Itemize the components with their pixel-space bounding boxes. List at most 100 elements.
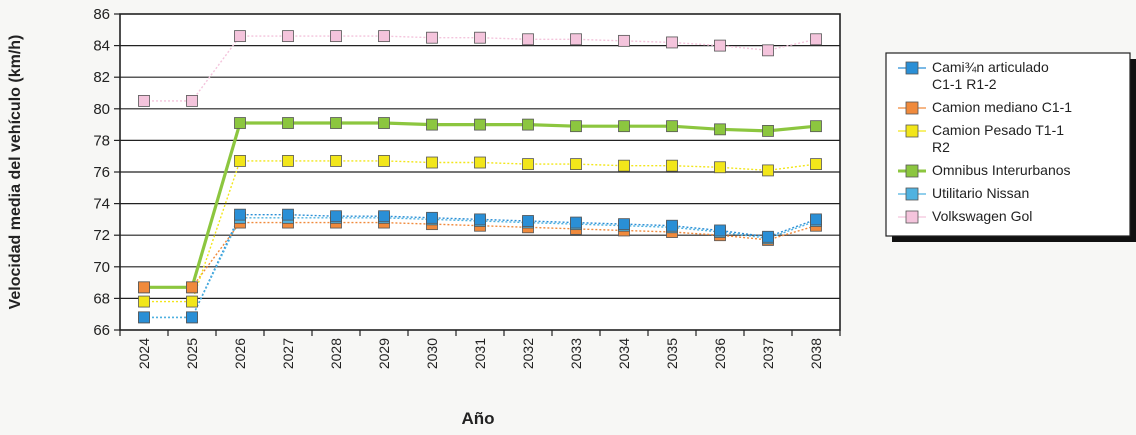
data-point xyxy=(426,118,438,131)
x-tick-label: 2038 xyxy=(808,338,824,369)
x-tick-label: 2031 xyxy=(472,338,488,369)
data-point xyxy=(474,118,486,131)
legend-label: Omnibus Interurbanos xyxy=(932,162,1071,178)
y-tick-label: 78 xyxy=(93,132,110,149)
data-point xyxy=(762,230,774,243)
x-tick-label: 2027 xyxy=(280,338,296,369)
x-tick-label: 2028 xyxy=(328,338,344,369)
x-tick-label: 2032 xyxy=(520,338,536,369)
y-tick-label: 84 xyxy=(93,38,110,55)
data-point xyxy=(234,208,246,221)
data-point xyxy=(810,120,822,133)
data-point xyxy=(378,117,390,129)
legend-label: Utilitario Nissan xyxy=(932,185,1029,201)
data-point xyxy=(666,159,678,172)
x-tick-label: 2034 xyxy=(616,338,632,369)
x-tick-label: 2037 xyxy=(760,338,776,369)
x-tick-label: 2035 xyxy=(664,338,680,369)
data-point xyxy=(186,281,198,294)
x-tick-label: 2026 xyxy=(232,338,248,369)
data-point xyxy=(714,224,726,237)
x-axis-ticks: 2024 2025 2026 2027 2028 2029 2030 2031 2032 2033… xyxy=(119,330,841,369)
data-point xyxy=(234,117,246,129)
x-tick-label: 2036 xyxy=(712,338,728,369)
data-point xyxy=(618,159,630,172)
data-point xyxy=(714,39,726,52)
x-tick-label: 2030 xyxy=(424,338,440,369)
data-point xyxy=(522,158,534,171)
data-point xyxy=(330,30,342,43)
legend-label: Camion Pesado T1-1 xyxy=(932,122,1064,138)
data-point xyxy=(138,95,150,107)
data-point xyxy=(474,213,486,226)
y-tick-label: 86 xyxy=(93,6,110,23)
data-point xyxy=(618,218,630,231)
series-markers xyxy=(138,30,822,324)
data-point xyxy=(810,158,822,171)
data-point xyxy=(570,33,582,46)
legend-label: Camion mediano C1-1 xyxy=(932,99,1072,115)
data-point xyxy=(234,155,246,167)
y-tick-label: 76 xyxy=(93,164,110,181)
data-point xyxy=(522,215,534,227)
data-point xyxy=(474,31,486,44)
data-point xyxy=(714,123,726,136)
data-point xyxy=(474,156,486,169)
data-point xyxy=(762,44,774,57)
data-point xyxy=(330,117,342,129)
legend-swatch xyxy=(905,210,919,224)
data-point xyxy=(570,120,582,133)
data-point xyxy=(810,213,822,226)
data-point xyxy=(138,311,150,324)
data-point xyxy=(378,210,390,223)
legend-label: Cami¾n articulado xyxy=(932,59,1049,75)
data-point xyxy=(666,36,678,49)
y-axis-title: Velocidad media del vehículo (km/h) xyxy=(7,35,24,310)
data-point xyxy=(810,33,822,46)
x-tick-label: 2033 xyxy=(568,338,584,369)
legend-swatch xyxy=(905,187,919,201)
x-tick-label: 2025 xyxy=(184,338,200,369)
data-point xyxy=(426,211,438,224)
y-tick-label: 74 xyxy=(93,196,110,213)
legend-label: Volkswagen Gol xyxy=(932,208,1032,224)
y-tick-label: 72 xyxy=(93,227,110,244)
legend-swatch xyxy=(905,61,919,75)
data-point xyxy=(282,155,294,167)
data-point xyxy=(186,95,198,107)
data-point xyxy=(186,311,198,324)
legend-label: C1-1 R1-2 xyxy=(932,76,997,92)
legend-label: R2 xyxy=(932,139,950,155)
data-point xyxy=(330,155,342,167)
x-tick-label: 2029 xyxy=(376,338,392,369)
data-point xyxy=(138,295,150,308)
data-point xyxy=(666,219,678,232)
y-tick-label: 66 xyxy=(93,322,110,339)
y-tick-label: 82 xyxy=(93,69,110,86)
data-point xyxy=(618,120,630,133)
data-point xyxy=(666,120,678,133)
y-tick-label: 68 xyxy=(93,290,110,307)
data-point xyxy=(330,210,342,223)
data-point xyxy=(522,33,534,46)
data-point xyxy=(618,34,630,47)
data-point xyxy=(282,208,294,221)
legend-swatch xyxy=(905,124,919,138)
y-tick-label: 80 xyxy=(93,101,110,118)
legend-swatch xyxy=(905,101,919,115)
legend-box xyxy=(885,52,1131,237)
data-point xyxy=(234,30,246,43)
data-point xyxy=(522,118,534,131)
x-tick-label: 2024 xyxy=(136,338,152,369)
data-point xyxy=(282,117,294,129)
data-point xyxy=(714,161,726,174)
data-point xyxy=(186,295,198,308)
data-point xyxy=(762,125,774,137)
data-point xyxy=(570,158,582,171)
data-point xyxy=(282,30,294,43)
legend-swatch xyxy=(905,164,919,178)
data-point xyxy=(426,156,438,169)
